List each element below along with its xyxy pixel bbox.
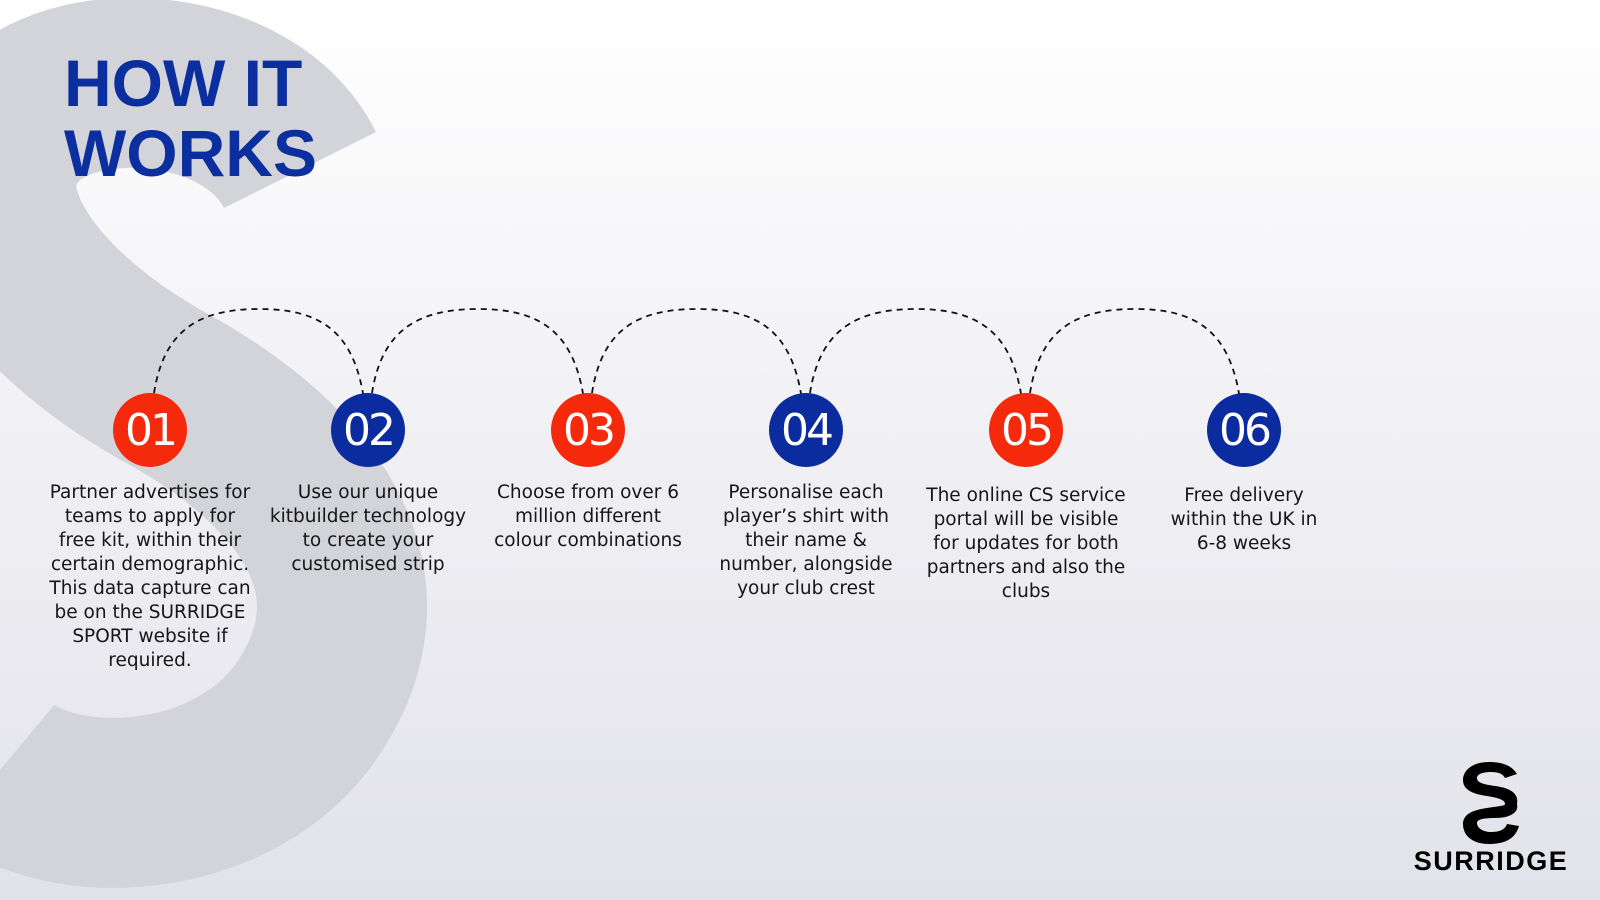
step-06: 06 Free delivery within the UK in 6-8 we… (1159, 393, 1329, 556)
step-04: 04 Personalise each player’s shirt with … (706, 393, 906, 601)
step-description: Free delivery within the UK in 6-8 weeks (1170, 485, 1318, 554)
step-01: 01 Partner advertises for teams to apply… (45, 393, 255, 673)
surridge-s-logo-icon (1463, 762, 1519, 844)
step-number-badge: 06 (1207, 393, 1281, 467)
step-number-badge: 01 (113, 393, 187, 467)
dashed-arc-connector (809, 308, 1023, 401)
step-02: 02 Use our unique kitbuilder technology … (268, 393, 468, 577)
dashed-arc-connector (153, 308, 365, 401)
title-line-2: WORKS (64, 116, 317, 190)
step-description: Partner advertises for teams to apply fo… (49, 482, 251, 671)
step-number-badge: 05 (989, 393, 1063, 467)
dashed-arc-connector (591, 308, 803, 401)
step-description: Personalise each player’s shirt with the… (719, 482, 893, 599)
background-s-shape (0, 0, 427, 888)
dashed-arc-connector (1029, 308, 1241, 401)
surridge-logo: SURRIDGE (1398, 760, 1584, 877)
step-number-badge: 03 (551, 393, 625, 467)
step-description: The online CS service portal will be vis… (926, 485, 1126, 602)
page-title: HOW IT WORKS (64, 48, 317, 188)
step-05: 05 The online CS service portal will be … (926, 393, 1126, 604)
step-number-badge: 04 (769, 393, 843, 467)
step-03: 03 Choose from over 6 million different … (488, 393, 688, 553)
surridge-wordmark: SURRIDGE (1413, 846, 1569, 876)
step-description: Choose from over 6 million different col… (494, 482, 682, 551)
step-description: Use our unique kitbuilder technology to … (269, 482, 467, 575)
dashed-arc-connector (371, 308, 585, 401)
title-line-1: HOW IT (64, 46, 303, 120)
step-number-badge: 02 (331, 393, 405, 467)
